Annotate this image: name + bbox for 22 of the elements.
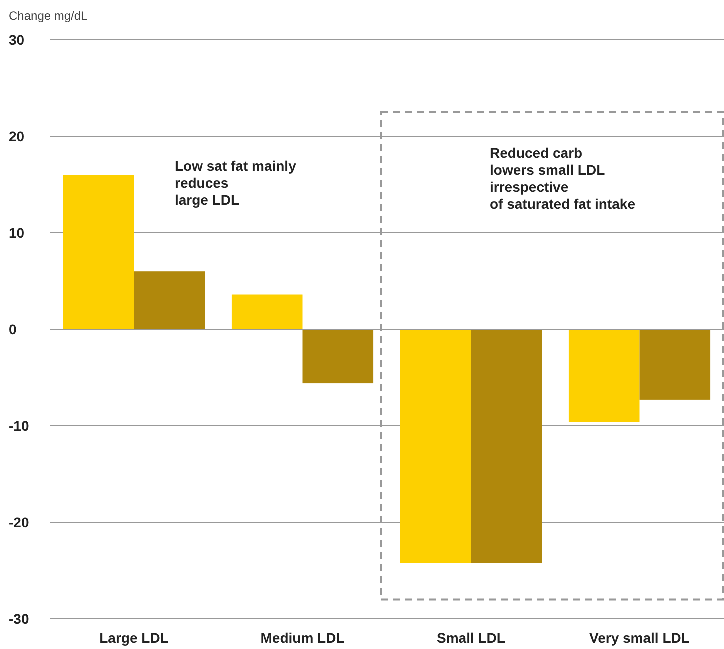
x-tick-label: Large LDL bbox=[100, 630, 170, 646]
bar bbox=[134, 272, 206, 330]
bar bbox=[568, 330, 640, 422]
annotation: Low sat fat mainly reduces large LDL bbox=[175, 158, 297, 208]
annotation: Reduced carb lowers small LDL irrespective of saturated fat intake bbox=[490, 145, 636, 212]
x-tick-label: Small LDL bbox=[437, 630, 506, 646]
bar bbox=[63, 175, 134, 330]
x-tick-label: Very small LDL bbox=[590, 630, 690, 646]
y-tick-label: 20 bbox=[9, 128, 25, 144]
y-tick-label: 30 bbox=[9, 32, 25, 48]
bar bbox=[232, 294, 303, 330]
y-tick-label: -20 bbox=[9, 514, 30, 530]
x-tick-label: Medium LDL bbox=[260, 630, 346, 646]
bar bbox=[640, 330, 711, 400]
bar bbox=[302, 330, 374, 384]
bar bbox=[400, 330, 472, 564]
y-tick-label: 10 bbox=[9, 224, 25, 241]
y-tick-label: 0 bbox=[9, 321, 17, 338]
y-axis-title: Change mg/dL bbox=[9, 9, 88, 23]
y-tick-label: -10 bbox=[9, 418, 30, 434]
bar bbox=[471, 330, 542, 564]
y-tick-label: -30 bbox=[9, 610, 30, 627]
